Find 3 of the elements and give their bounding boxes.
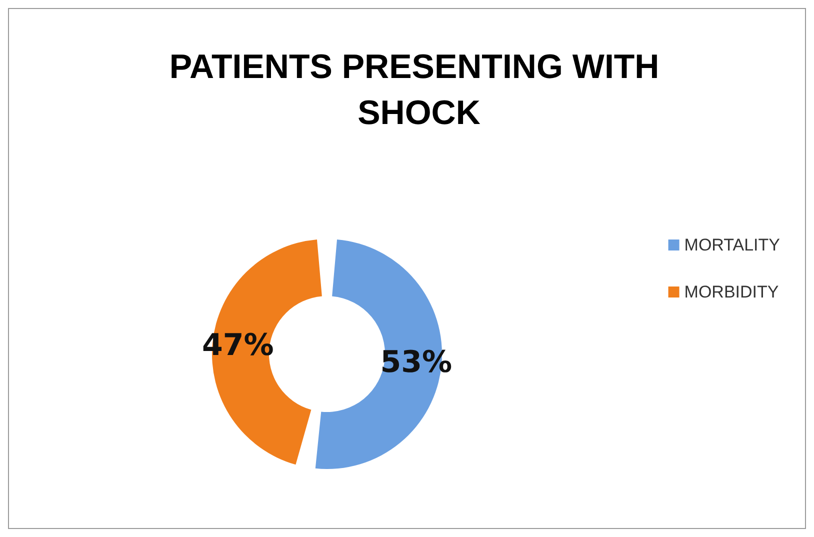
legend-label: MORTALITY [684, 236, 780, 254]
legend-label: MORBIDITY [684, 282, 779, 302]
chart-title: PATIENTS PRESENTING WITH SHOCK [169, 48, 669, 132]
